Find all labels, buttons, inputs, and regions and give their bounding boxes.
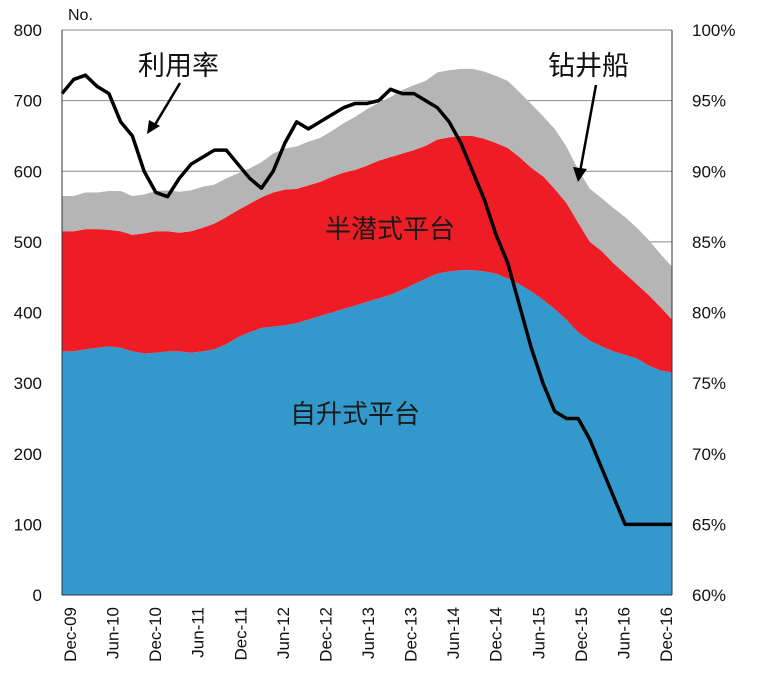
area-series-0 bbox=[62, 270, 672, 595]
x-tick-label: Jun-14 bbox=[444, 607, 463, 659]
x-tick-label: Dec-13 bbox=[402, 607, 421, 662]
x-tick-label: Dec-10 bbox=[146, 607, 165, 662]
y2-tick-label: 95% bbox=[692, 92, 726, 111]
annotation-utilization-arrowhead bbox=[147, 120, 160, 134]
y-tick-label: 100 bbox=[14, 515, 42, 534]
y2-tick-label: 65% bbox=[692, 515, 726, 534]
y-tick-label: 700 bbox=[14, 92, 42, 111]
x-tick-label: Dec-09 bbox=[61, 607, 80, 662]
area-series-2 bbox=[62, 68, 672, 320]
x-tick-label: Jun-11 bbox=[189, 607, 208, 658]
stacked-areas bbox=[62, 68, 672, 595]
label-semisub: 半潜式平台 bbox=[325, 215, 455, 245]
y2-tick-label: 70% bbox=[692, 445, 726, 464]
annotation-drillship-arrow bbox=[578, 84, 598, 173]
x-tick-label: Jun-12 bbox=[274, 607, 293, 659]
annotation-drillship: 钻井船 bbox=[548, 51, 629, 82]
y2-tick-label: 60% bbox=[692, 586, 726, 605]
y2-tick-label: 80% bbox=[692, 304, 726, 323]
x-tick-label: Dec-14 bbox=[487, 607, 506, 662]
y-tick-label: 300 bbox=[14, 374, 42, 393]
area-series-1 bbox=[62, 135, 672, 373]
left-y-axis: 0 100 200 300 400 500 600 700 800 bbox=[14, 21, 42, 605]
y-tick-label: 500 bbox=[14, 233, 42, 252]
y-tick-label: 200 bbox=[14, 445, 42, 464]
x-tick-label: Jun-16 bbox=[614, 607, 633, 659]
x-axis: Dec-09 Jun-10 Dec-10 Jun-11 Dec-11 Jun-12 Dec-… bbox=[61, 607, 676, 662]
x-tick-label: Jun-10 bbox=[104, 607, 123, 659]
x-tick-label: Dec-11 bbox=[231, 607, 250, 661]
x-tick-label: Jun-15 bbox=[529, 607, 548, 659]
y2-tick-label: 100% bbox=[692, 21, 735, 40]
label-jackup: 自升式平台 bbox=[290, 400, 420, 430]
utilization-line-path bbox=[60, 73, 672, 527]
annotation-utilization: 利用率 bbox=[138, 51, 219, 82]
y2-tick-label: 90% bbox=[692, 162, 726, 181]
right-y-axis: 60% 65% 70% 75% 80% 85% 90% 95% 100% bbox=[692, 21, 735, 605]
x-tick-label: Dec-16 bbox=[657, 607, 676, 662]
y-tick-label: 800 bbox=[14, 21, 42, 40]
y2-tick-label: 85% bbox=[692, 233, 726, 252]
x-tick-label: Dec-12 bbox=[316, 607, 335, 662]
x-tick-label: Dec-15 bbox=[572, 607, 591, 662]
annotation-utilization-arrow bbox=[151, 82, 182, 129]
y2-tick-label: 75% bbox=[692, 374, 726, 393]
utilization-line bbox=[60, 73, 672, 527]
y-unit-label: No. bbox=[68, 7, 93, 24]
y-tick-label: 600 bbox=[14, 162, 42, 181]
y-tick-label: 0 bbox=[33, 586, 42, 605]
y-tick-label: 400 bbox=[14, 304, 42, 323]
x-tick-label: Jun-13 bbox=[359, 607, 378, 659]
annotation-drillship-arrowhead bbox=[573, 167, 587, 182]
